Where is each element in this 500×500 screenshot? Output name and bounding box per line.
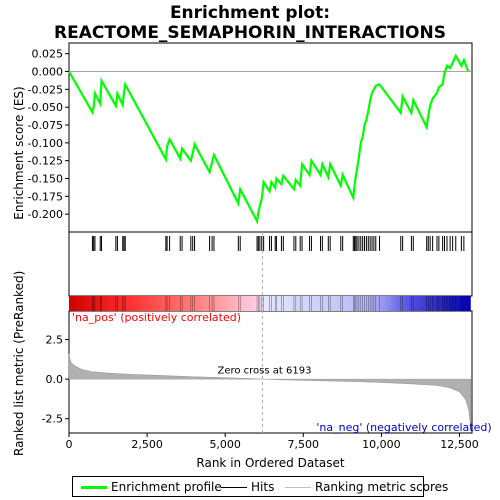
positive-correlation-label: 'na_pos' (positively correlated) [72,311,241,324]
negative-correlation-label: 'na_neg' (negatively correlated) [316,421,491,434]
es-ytick-label: -0.175 [28,190,63,203]
metric-ytick-label: -2.5 [42,413,63,426]
hits-panel-frame [68,231,473,297]
xtick-label: 12,500 [440,438,479,451]
metric-panel-frame [68,310,473,434]
legend-item-enrichment-profile: Enrichment profile [81,480,222,494]
x-axis-label: Rank in Ordered Dataset [196,456,345,470]
legend-item-hits: Hits [221,480,274,494]
es-ytick-label: 0.000 [32,66,64,79]
legend-label-ranking-metric: Ranking metric scores [315,480,449,494]
xtick-label: 7,500 [288,438,320,451]
legend: Enrichment profile Hits Ranking metric s… [72,476,448,497]
legend-item-ranking-metric: Ranking metric scores [285,480,448,494]
es-ytick-label: -0.025 [28,83,63,96]
es-ytick-label: -0.100 [28,137,63,150]
es-ytick-label: -0.125 [28,155,63,168]
chart-title-line-1: Enrichment plot: [169,3,331,23]
es-line [68,53,470,225]
xtick-label: 5,000 [209,438,241,451]
es-ytick-label: -0.150 [28,173,63,186]
metric-ytick-label: 2.5 [46,334,64,347]
legend-black-line-icon [221,487,247,488]
zero-cross-label: Zero cross at 6193 [217,366,311,377]
legend-label-enrichment-profile: Enrichment profile [111,480,222,494]
xtick-label: 10,000 [362,438,401,451]
xtick-label: 2,500 [131,438,163,451]
es-ytick-label: -0.075 [28,119,63,132]
es-ytick-label: -0.200 [28,208,63,221]
metric-ytick-label: 0.0 [46,373,64,386]
legend-gray-line-icon [285,487,311,488]
legend-label-hits: Hits [251,480,275,494]
es-panel-frame [68,42,473,233]
ranking-color-bar [69,296,471,311]
legend-green-line-icon [81,486,107,489]
es-ytick-label: 0.025 [32,48,64,61]
chart-title-line-2: REACTOME_SEMAPHORIN_INTERACTIONS [54,23,446,43]
es-ytick-label: -0.050 [28,101,63,114]
ranking-metric-area [68,353,472,429]
xtick-label: 0 [66,438,73,451]
